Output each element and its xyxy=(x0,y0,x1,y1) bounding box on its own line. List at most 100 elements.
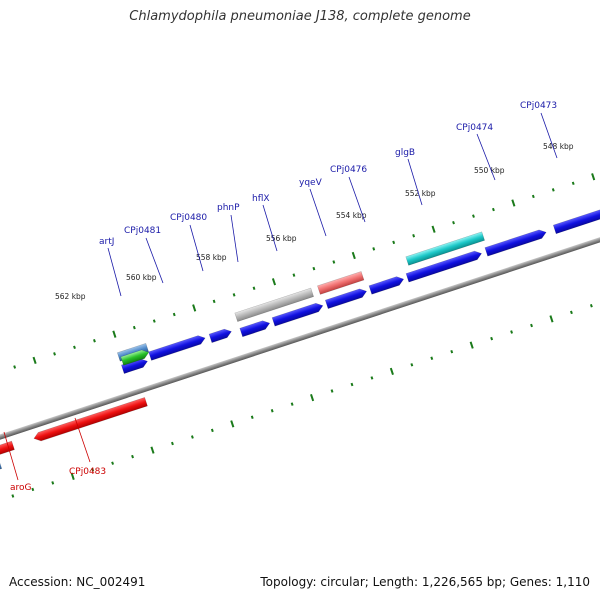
minor-tick xyxy=(589,304,593,308)
minor-tick xyxy=(571,181,575,186)
genome-backbone xyxy=(0,194,600,475)
minor-tick xyxy=(212,299,216,304)
kbp-label: 560 kbp xyxy=(126,273,157,282)
minor-tick xyxy=(452,220,455,225)
minor-tick xyxy=(412,234,416,238)
gene-arrow[interactable] xyxy=(405,249,483,283)
major-tick xyxy=(230,420,235,428)
label-leader-line xyxy=(230,214,239,263)
label-leader-line xyxy=(407,158,423,206)
kbp-label: 556 kbp xyxy=(266,234,297,243)
minor-tick xyxy=(410,363,414,367)
gene-arrow[interactable] xyxy=(234,287,314,322)
label-leader-line xyxy=(189,224,204,272)
gene-arrow[interactable] xyxy=(484,228,548,257)
gene-label[interactable]: glgB xyxy=(395,148,415,158)
major-tick xyxy=(469,341,474,349)
minor-tick xyxy=(570,310,573,315)
inner-scale-ticks xyxy=(11,304,593,498)
gene-arrow[interactable] xyxy=(0,440,15,456)
gene-arrow[interactable] xyxy=(324,287,368,309)
kbp-label: 554 kbp xyxy=(336,211,367,220)
minor-tick xyxy=(210,428,214,433)
label-leader-line xyxy=(107,247,122,297)
topology-text: Topology: circular; Length: 1,226,565 bp… xyxy=(260,575,590,589)
major-tick xyxy=(511,199,516,207)
gene-arrow[interactable] xyxy=(368,275,405,295)
label-leader-line xyxy=(74,417,91,463)
minor-tick xyxy=(510,330,514,334)
minor-tick xyxy=(350,382,354,387)
minor-tick xyxy=(250,415,254,420)
kbp-labels: 562 kbp 560 kbp 558 kbp 556 kbp 554 kbp 552 k… xyxy=(55,142,574,301)
gene-label[interactable]: CPj0481 xyxy=(124,226,161,236)
major-tick xyxy=(431,225,436,233)
label-leader-line xyxy=(262,204,278,252)
major-tick xyxy=(271,278,277,286)
major-tick xyxy=(591,173,596,181)
minor-tick xyxy=(131,454,134,459)
gene-arrow[interactable] xyxy=(148,334,207,361)
gene-label[interactable]: CPj0476 xyxy=(330,165,367,175)
minor-tick xyxy=(392,240,396,245)
gene-label[interactable]: hflX xyxy=(252,194,270,204)
kbp-label: 548 kbp xyxy=(543,142,574,151)
kbp-label: 552 kbp xyxy=(405,189,436,198)
minor-tick xyxy=(430,356,434,360)
label-leader-line xyxy=(309,188,327,237)
major-tick xyxy=(32,356,37,365)
minor-tick xyxy=(372,247,376,251)
major-tick xyxy=(549,315,554,323)
minor-tick xyxy=(292,273,296,277)
kbp-label: 562 kbp xyxy=(55,292,86,301)
kbp-label: 558 kbp xyxy=(196,253,227,262)
kbp-label: 550 kbp xyxy=(474,166,505,175)
gene-arrow[interactable] xyxy=(405,231,485,266)
minor-tick xyxy=(53,352,56,356)
minor-tick xyxy=(252,286,256,291)
minor-tick xyxy=(370,376,374,380)
minor-tick xyxy=(91,468,95,472)
gene-labels[interactable]: artJ CPj0481 CPj0480 phnP hflX yqeV CPj0476 glg… xyxy=(3,101,558,493)
major-tick xyxy=(150,446,155,454)
minor-tick xyxy=(290,402,294,406)
gene-label[interactable]: yqeV xyxy=(299,178,323,188)
minor-tick xyxy=(73,345,76,350)
minor-tick xyxy=(232,293,236,297)
minor-tick xyxy=(332,260,336,264)
gene-arrow[interactable] xyxy=(317,271,365,295)
minor-tick xyxy=(492,207,495,212)
gene-label[interactable]: CPj0483 xyxy=(69,467,106,477)
major-tick xyxy=(389,367,394,376)
major-tick xyxy=(112,330,117,338)
minor-tick xyxy=(171,441,174,446)
accession-text: Accession: NC_002491 xyxy=(9,575,146,589)
major-tick xyxy=(70,472,75,480)
gene-label[interactable]: phnP xyxy=(217,203,240,213)
minor-tick xyxy=(490,336,494,341)
major-tick xyxy=(192,304,197,312)
minor-tick xyxy=(330,389,334,393)
map-title: Chlamydophila pneumoniae J138, complete … xyxy=(129,9,471,24)
minor-tick xyxy=(111,461,115,465)
gene-label[interactable]: artJ xyxy=(99,237,114,247)
gene-arrow[interactable] xyxy=(239,319,271,338)
gene-arrow[interactable] xyxy=(271,301,324,327)
gene-arrow[interactable] xyxy=(208,327,233,343)
minor-tick xyxy=(531,194,535,199)
label-leader-line xyxy=(145,237,164,284)
minor-tick xyxy=(450,349,454,354)
minor-tick xyxy=(172,312,176,317)
minor-tick xyxy=(270,408,274,413)
gene-arrow[interactable] xyxy=(552,208,600,235)
gene-arrow[interactable] xyxy=(120,348,150,366)
gene-features[interactable] xyxy=(0,192,600,474)
gene-label[interactable]: aroG xyxy=(10,483,32,493)
gene-label[interactable]: CPj0480 xyxy=(170,213,207,223)
gene-arrow[interactable] xyxy=(33,397,148,442)
gene-label[interactable]: CPj0473 xyxy=(520,101,557,111)
major-tick xyxy=(351,251,356,260)
gene-arrow[interactable] xyxy=(0,459,3,474)
gene-label[interactable]: CPj0474 xyxy=(456,123,493,133)
